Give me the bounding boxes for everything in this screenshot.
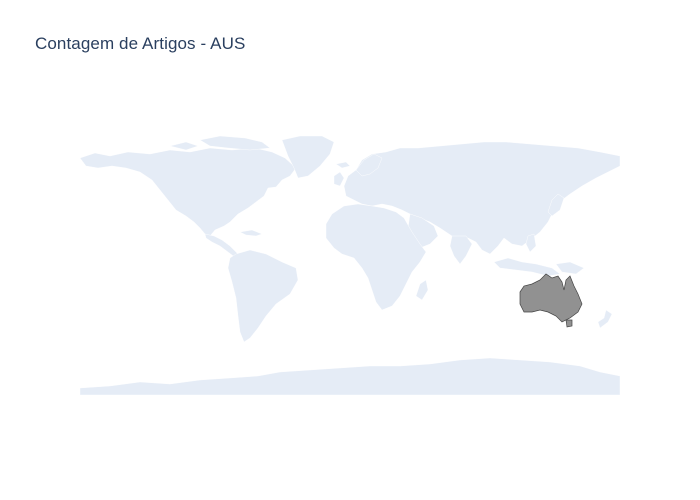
british-isles-landmass bbox=[333, 171, 345, 187]
tasmania-region bbox=[565, 319, 573, 328]
australia-region bbox=[519, 273, 583, 323]
iceland-landmass bbox=[335, 161, 351, 169]
indonesia-islands bbox=[493, 257, 561, 277]
caribbean-islands bbox=[239, 229, 263, 237]
central-america-landmass bbox=[204, 233, 241, 259]
antarctica-landmass bbox=[80, 357, 620, 395]
japan-landmass bbox=[547, 193, 565, 217]
north-america-landmass bbox=[80, 147, 297, 237]
south-america-landmass bbox=[227, 249, 299, 343]
philippines-islands bbox=[525, 233, 537, 253]
india-landmass bbox=[449, 235, 473, 265]
scandinavia-landmass bbox=[355, 153, 383, 177]
arctic-islands bbox=[199, 135, 271, 151]
greenland-landmass bbox=[281, 135, 335, 179]
africa-landmass bbox=[325, 203, 427, 311]
arctic-islands-2 bbox=[169, 141, 199, 151]
madagascar-landmass bbox=[415, 279, 429, 301]
new-guinea-landmass bbox=[555, 261, 585, 275]
chart-title: Contagem de Artigos - AUS bbox=[35, 34, 246, 53]
new-zealand-landmass bbox=[597, 309, 613, 329]
